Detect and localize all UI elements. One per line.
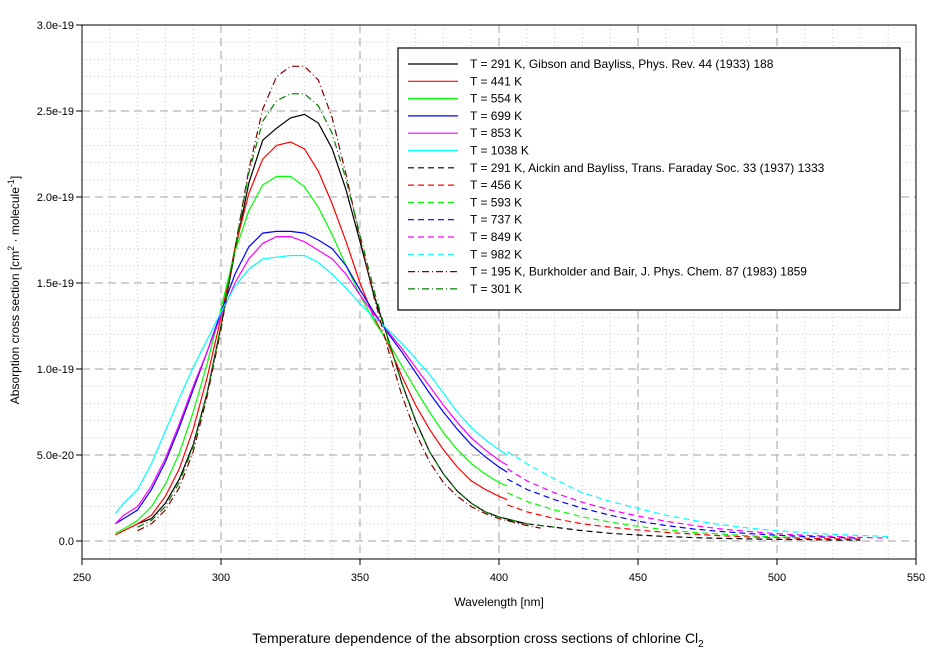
legend-entry: T = 195 K, Burkholder and Bair, J. Phys.…: [470, 265, 807, 279]
legend: T = 291 K, Gibson and Bayliss, Phys. Rev…: [397, 47, 901, 311]
legend-entry: T = 291 K, Aickin and Bayliss, Trans. Fa…: [470, 161, 825, 175]
series-line-3: [115, 230, 508, 525]
y-tick-label: 5.0e-20: [37, 450, 74, 462]
series-line-11: [506, 451, 889, 538]
y-tick-label: 2.5e-19: [37, 106, 74, 118]
x-tick-label: 350: [351, 572, 369, 584]
x-tick-label: 450: [629, 572, 647, 584]
x-tick-label: 400: [490, 572, 508, 584]
legend-entry: T = 301 K: [470, 282, 522, 296]
chart-title: Temperature dependence of the absorption…: [252, 630, 704, 650]
series-line-1: [115, 141, 508, 536]
y-tick-label: 0.0: [59, 536, 74, 548]
series-line-9: [507, 478, 861, 539]
y-tick-label: 2.0e-19: [37, 192, 74, 204]
series-line-5: [114, 254, 508, 514]
y-axis-label: Absorption cross section [cm2 · molecule…: [6, 176, 22, 404]
y-label-mid: · molecule: [8, 187, 22, 246]
x-tick-label: 250: [73, 572, 91, 584]
x-tick-label: 500: [768, 572, 786, 584]
legend-entry: T = 849 K: [470, 230, 522, 244]
series-line-6: [507, 519, 861, 541]
legend-entry: T = 554 K: [470, 92, 522, 106]
legend-entry: T = 593 K: [470, 195, 522, 209]
series-line-8: [507, 492, 805, 539]
title-main: Temperature dependence of the absorption…: [252, 630, 698, 646]
x-tick-label: 550: [907, 572, 925, 584]
y-label-end: ]: [8, 176, 22, 179]
legend-entry: T = 982 K: [470, 247, 522, 261]
x-axis-label: Wavelength [nm]: [454, 595, 544, 609]
y-axis: 0.0 5.0e-20 1.0e-19 1.5e-19 2.0e-19 2.5e-19 3.…: [37, 20, 82, 548]
series-group: [114, 65, 889, 541]
series-line-2: [115, 175, 508, 534]
series-line-13: [137, 93, 555, 528]
y-label-sup1: 2: [6, 246, 16, 251]
legend-entry: T = 441 K: [470, 74, 522, 88]
legend-entry: T = 1038 K: [470, 144, 529, 158]
x-tick-label: 300: [212, 572, 230, 584]
y-tick-label: 3.0e-19: [37, 20, 74, 32]
series-line-7: [507, 504, 861, 540]
y-label-main: Absorption cross section [cm: [8, 251, 22, 404]
title-subscript: 2: [698, 639, 704, 650]
series-line-10: [506, 468, 889, 539]
legend-box: [397, 47, 901, 311]
series-line-4: [114, 236, 508, 525]
series-line-12: [137, 65, 541, 532]
legend-entry: T = 456 K: [470, 178, 522, 192]
y-tick-label: 1.5e-19: [37, 278, 74, 290]
legend-entry: T = 291 K, Gibson and Bayliss, Phys. Rev…: [470, 57, 774, 71]
y-label-sup2: -1: [6, 179, 16, 187]
legend-entry: T = 853 K: [470, 126, 522, 140]
y-tick-label: 1.0e-19: [37, 364, 74, 376]
x-axis: 250 300 350 400 450 500 550: [73, 559, 925, 584]
legend-entry: T = 737 K: [470, 213, 522, 227]
legend-entry: T = 699 K: [470, 109, 522, 123]
